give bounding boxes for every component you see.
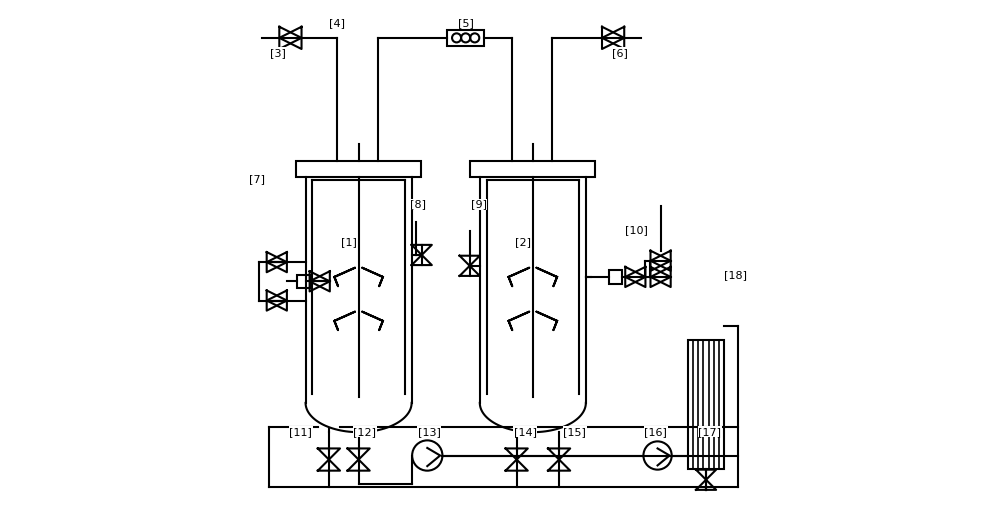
Text: [9]: [9] bbox=[471, 199, 487, 210]
Text: [15]: [15] bbox=[563, 427, 586, 437]
Text: [11]: [11] bbox=[289, 427, 312, 437]
Text: [13]: [13] bbox=[418, 427, 441, 437]
Text: [12]: [12] bbox=[353, 427, 376, 437]
Bar bbox=[609, 270, 622, 283]
Text: [10]: [10] bbox=[625, 225, 648, 235]
Bar bbox=[470, 161, 595, 177]
Text: [5]: [5] bbox=[458, 18, 474, 28]
Text: [14]: [14] bbox=[514, 427, 537, 437]
Text: [8]: [8] bbox=[410, 199, 426, 210]
Bar bbox=[296, 161, 421, 177]
Text: [16]: [16] bbox=[644, 427, 667, 437]
Text: [3]: [3] bbox=[270, 48, 286, 58]
Bar bbox=[447, 30, 484, 46]
Text: [2]: [2] bbox=[515, 237, 531, 247]
Text: [1]: [1] bbox=[341, 237, 356, 247]
Text: [4]: [4] bbox=[329, 18, 345, 28]
Text: [6]: [6] bbox=[612, 48, 628, 58]
Bar bbox=[297, 275, 311, 288]
Text: [18]: [18] bbox=[724, 270, 747, 280]
Text: [7]: [7] bbox=[249, 174, 265, 184]
Bar bbox=[688, 340, 724, 469]
Text: [17]: [17] bbox=[698, 427, 721, 437]
